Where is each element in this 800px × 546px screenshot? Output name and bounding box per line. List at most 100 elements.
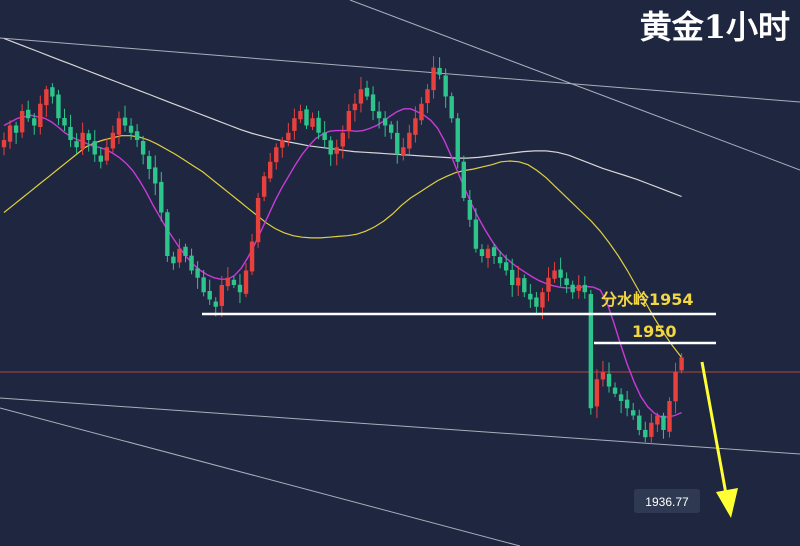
candle-body <box>340 132 345 147</box>
candle-body <box>467 199 473 220</box>
candle-body <box>207 290 212 300</box>
candle-body <box>171 256 176 264</box>
candle-body <box>80 132 85 149</box>
candle-body <box>268 161 273 179</box>
candle-body <box>298 111 303 120</box>
level-label-1954: 分水岭1954 <box>601 290 694 309</box>
candle <box>56 89 61 126</box>
candle <box>582 276 587 299</box>
candle <box>491 244 497 264</box>
candle <box>479 244 485 263</box>
candle-body <box>437 67 442 75</box>
candle-body <box>62 118 67 126</box>
candle <box>116 111 122 145</box>
candle-body <box>346 111 352 132</box>
candle-body <box>165 212 170 256</box>
candle <box>110 125 116 153</box>
candle-body <box>673 372 678 402</box>
candle-body <box>588 294 594 409</box>
candle <box>26 100 31 122</box>
candle <box>624 390 630 417</box>
candle <box>38 95 43 135</box>
candle <box>522 274 527 298</box>
candle-body <box>225 277 231 287</box>
candle-body <box>92 141 97 155</box>
candle <box>546 267 551 302</box>
candle <box>225 267 231 291</box>
candle-body <box>376 111 382 119</box>
candle-body <box>274 147 279 163</box>
candle-body <box>322 132 327 140</box>
candle <box>419 97 424 125</box>
price-tag-label: 1936.77 <box>645 495 689 509</box>
candle <box>389 121 394 140</box>
candle-body <box>522 278 527 293</box>
candle <box>74 133 79 154</box>
candle-body <box>546 277 551 292</box>
candle <box>637 409 642 436</box>
candle <box>443 68 448 108</box>
candle-body <box>364 87 370 97</box>
candle <box>673 362 678 414</box>
candle-body <box>201 277 206 293</box>
candle <box>231 276 237 289</box>
candle-body <box>382 118 388 126</box>
candle-body <box>479 249 485 256</box>
candle-body <box>280 140 285 148</box>
candle <box>98 147 103 169</box>
candle <box>183 243 188 263</box>
candle <box>177 238 182 268</box>
candle-body <box>552 270 557 279</box>
level-label-1950: 1950 <box>632 322 677 341</box>
candle-body <box>32 118 37 126</box>
candle-body <box>516 277 521 286</box>
candle-body <box>219 285 224 306</box>
chart-title: 黄金1小时 <box>640 8 790 46</box>
candle-body <box>310 118 315 127</box>
candle-body <box>655 415 660 425</box>
candle <box>510 258 515 297</box>
candle <box>122 105 128 132</box>
candle-body <box>74 141 79 148</box>
candle-body <box>68 126 73 140</box>
candle-body <box>679 357 684 371</box>
candle-body <box>407 132 412 149</box>
trendline-upper-channel <box>0 37 800 103</box>
candle <box>255 192 261 248</box>
candle-body <box>540 292 545 308</box>
candle <box>316 110 321 140</box>
candle <box>346 104 352 139</box>
candle-body <box>213 301 218 307</box>
candle <box>328 136 333 166</box>
candle <box>165 209 170 262</box>
candle-body <box>328 140 333 155</box>
candle-body <box>661 415 666 430</box>
candle <box>340 125 345 159</box>
candle-body <box>128 125 134 133</box>
candle-body <box>195 268 200 278</box>
candle-body <box>104 147 110 161</box>
candle <box>618 388 624 414</box>
candle <box>86 129 91 152</box>
candle-body <box>576 285 581 291</box>
candle-body <box>19 111 25 133</box>
candle-body <box>637 415 642 430</box>
candle <box>534 291 539 313</box>
candle <box>62 108 67 132</box>
candle <box>195 261 200 289</box>
candle <box>649 413 654 445</box>
candle <box>570 280 575 299</box>
candle-body <box>352 103 358 111</box>
candle <box>461 155 466 202</box>
candle <box>50 83 55 104</box>
candle <box>552 262 557 283</box>
trendline-lower-channel <box>0 397 800 455</box>
candle <box>594 369 600 419</box>
candle <box>80 122 85 155</box>
candle-body <box>643 429 648 438</box>
candle-body <box>558 269 563 278</box>
forecast-arrow <box>700 361 738 518</box>
candle-body <box>497 256 503 264</box>
candle-body <box>231 279 237 285</box>
candle <box>7 120 13 149</box>
